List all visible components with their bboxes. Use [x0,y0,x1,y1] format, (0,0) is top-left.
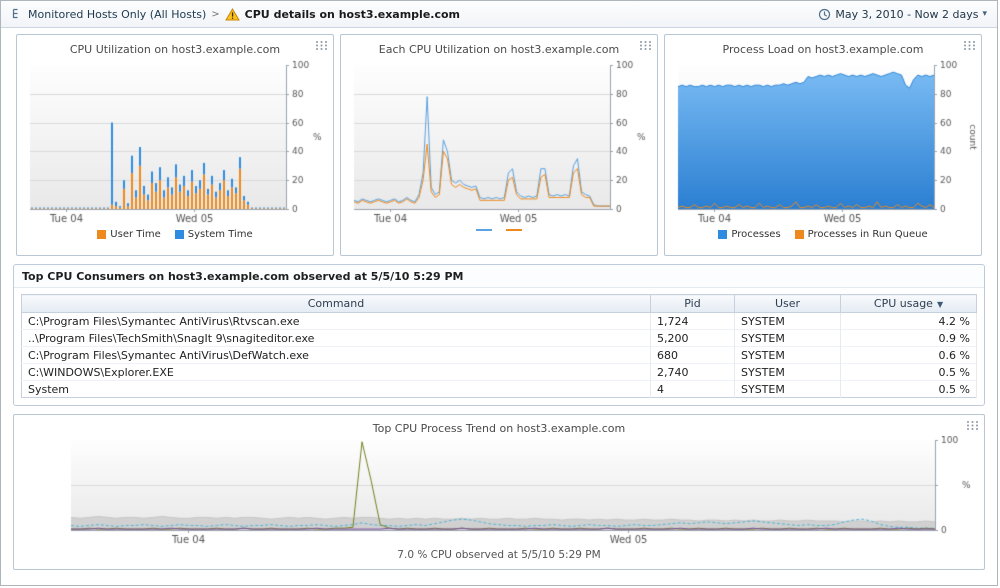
legend-swatch [97,230,107,239]
warning-icon [224,7,240,21]
cell-user: SYSTEM [734,363,841,381]
cell-user: SYSTEM [734,312,841,330]
column-header-label: Command [307,297,365,310]
legend-item [476,229,492,231]
legend-item: User Time [97,229,161,240]
legend-item: Processes in Run Queue [794,229,928,240]
caret-down-icon: ▾ [982,9,987,19]
legend-label: User Time [110,229,161,240]
cell-command: C:\WINDOWS\Explorer.EXE [21,363,651,381]
cell-command: ..\Program Files\TechSmith\SnagIt 9\snag… [21,329,651,347]
table-row[interactable]: ..\Program Files\TechSmith\SnagIt 9\snag… [21,329,977,347]
process-trend-panel: Top CPU Process Trend on host3.example.c… [13,414,985,570]
cell-pid: 4 [650,380,735,398]
breadcrumb-separator: > [211,8,220,20]
process-trend-chart[interactable] [17,436,981,548]
chart-options-icon[interactable] [966,420,979,431]
table-header-row: Command Pid User CPU usage ▼ [21,294,977,313]
column-header-pid[interactable]: Pid [650,294,735,313]
table-row[interactable]: System 4 SYSTEM 0.5 % [21,380,977,398]
legend-label: System Time [187,229,253,240]
column-header-user[interactable]: User [734,294,841,313]
cpu-utilization-panel: CPU Utilization on host3.example.com Use… [16,34,334,256]
process-load-legend: Processes Processes in Run Queue [665,229,981,240]
column-header-command[interactable]: Command [21,294,651,313]
cell-command: C:\Program Files\Symantec AntiVirus\DefW… [21,346,651,364]
cell-pid: 5,200 [650,329,735,347]
column-header-label: Pid [684,297,701,310]
top-charts-row: CPU Utilization on host3.example.com Use… [1,28,997,261]
chart-title: Each CPU Utilization on host3.example.co… [378,43,620,56]
cpu-utilization-chart[interactable] [20,59,330,227]
chart-title: Process Load on host3.example.com [722,43,924,56]
cell-user: SYSTEM [734,346,841,364]
legend-swatch [506,229,522,231]
chart-title: Top CPU Process Trend on host3.example.c… [372,422,626,435]
each-cpu-panel: Each CPU Utilization on host3.example.co… [340,34,658,256]
table-row[interactable]: C:\Program Files\Symantec AntiVirus\DefW… [21,346,977,364]
chart-options-icon[interactable] [315,40,328,51]
legend-label: Processes [731,229,781,240]
cell-cpu: 0.6 % [840,346,977,364]
legend-label: Processes in Run Queue [807,229,928,240]
each-cpu-chart[interactable] [344,59,654,227]
table-row[interactable]: C:\WINDOWS\Explorer.EXE 2,740 SYSTEM 0.5 % [21,363,977,381]
cell-pid: 2,740 [650,363,735,381]
time-range-selector[interactable]: May 3, 2010 - Now 2 days ▾ [818,8,987,21]
cell-cpu: 0.5 % [840,380,977,398]
legend-item [506,229,522,231]
cell-cpu: 0.5 % [840,363,977,381]
legend-swatch [794,230,804,239]
clock-icon [818,8,831,21]
breadcrumb-root-link[interactable]: Monitored Hosts Only (All Hosts) [28,7,207,21]
cell-cpu: 0.9 % [840,329,977,347]
chart-options-icon[interactable] [963,40,976,51]
legend-swatch [718,230,728,239]
cpu-utilization-legend: User Time System Time [17,229,333,240]
table-row[interactable]: C:\Program Files\Symantec AntiVirus\Rtvs… [21,312,977,330]
top-cpu-consumers-section: Top CPU Consumers on host3.example.com o… [13,264,985,406]
process-load-chart[interactable] [668,59,978,227]
top-cpu-table-body: C:\Program Files\Symantec AntiVirus\Rtvs… [21,312,977,398]
column-header-label: User [774,297,801,310]
page-title: CPU details on host3.example.com [244,7,461,21]
legend-swatch [174,230,184,239]
chart-title: CPU Utilization on host3.example.com [69,43,281,56]
sort-desc-icon: ▼ [936,300,944,309]
column-header-cpu-usage[interactable]: CPU usage ▼ [840,294,977,313]
legend-swatch [476,229,492,231]
cell-command: C:\Program Files\Symantec AntiVirus\Rtvs… [21,312,651,330]
time-range-label: May 3, 2010 - Now 2 days [835,7,979,21]
hierarchy-icon [11,8,23,20]
cell-user: SYSTEM [734,380,841,398]
cell-command: System [21,380,651,398]
chart-caption: 7.0 % CPU observed at 5/5/10 5:29 PM [397,549,601,561]
chart-options-icon[interactable] [639,40,652,51]
cell-user: SYSTEM [734,329,841,347]
column-header-label: CPU usage [873,297,933,310]
cell-pid: 680 [650,346,735,364]
table-title: Top CPU Consumers on host3.example.com o… [14,265,984,288]
legend-item: System Time [174,229,253,240]
legend-item: Processes [718,229,781,240]
cell-pid: 1,724 [650,312,735,330]
breadcrumb-bar: Monitored Hosts Only (All Hosts) > CPU d… [1,1,997,28]
cell-cpu: 4.2 % [840,312,977,330]
top-cpu-consumers-table: Command Pid User CPU usage ▼ C:\Program F… [21,294,977,398]
process-load-panel: Process Load on host3.example.com Proces… [664,34,982,256]
each-cpu-legend [341,229,657,231]
